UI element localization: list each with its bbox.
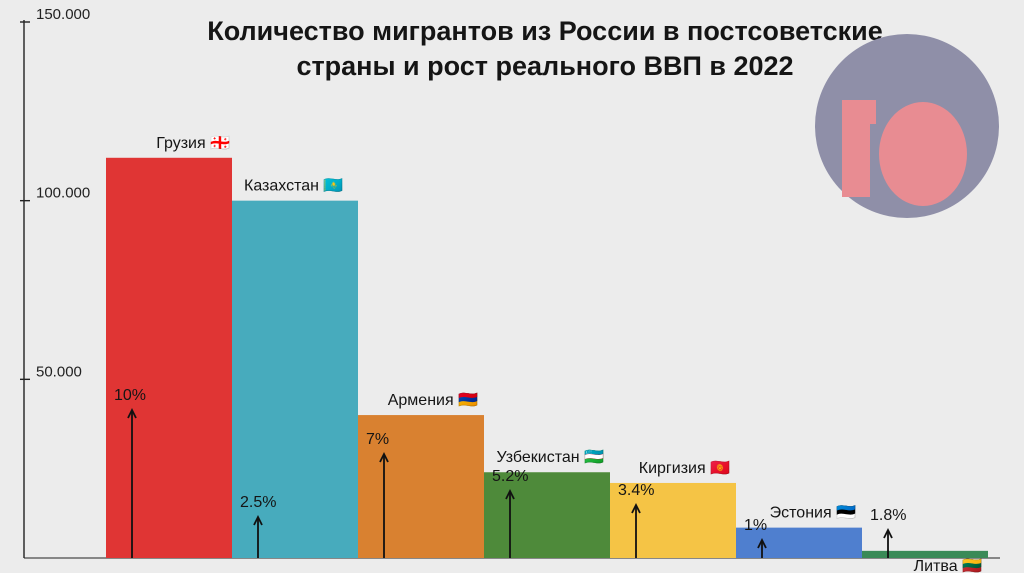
gdp-arrow-head [505, 488, 515, 500]
logo-digit-one-top [842, 100, 876, 124]
chart-title-line-1: Количество мигрантов из России в постсов… [207, 16, 883, 46]
logo-digit-one [842, 100, 870, 197]
bar-labels: Грузия 🇬🇪 10% Казахстан 🇰🇿 2.5% Армения 🇦🇲 7%… [114, 134, 982, 573]
chart-title: Количество мигрантов из России в постсов… [120, 14, 970, 84]
gdp-growth-label: 5.2% [492, 468, 528, 485]
bar-3 [358, 415, 484, 558]
bar-country-label: Киргизия 🇰🇬 [639, 459, 730, 477]
bar-country-label: Литва 🇱🇹 [914, 557, 982, 573]
y-axis: 50.000 100.000 150.000 [20, 6, 1000, 559]
bar-1 [106, 157, 232, 558]
bar-4 [484, 472, 610, 558]
bar-5 [610, 482, 736, 558]
bar-6 [736, 527, 862, 558]
gdp-growth-label: 10% [114, 387, 146, 404]
gdp-growth-label: 2.5% [240, 494, 276, 511]
gdp-growth-label: 3.4% [618, 482, 654, 499]
logo: 10 [815, 34, 999, 218]
chart-title-line-2: страны и рост реального ВВП в 2022 [296, 51, 794, 81]
y-tick-label: 150.000 [36, 6, 90, 23]
y-tick-label: 100.000 [36, 185, 90, 202]
gdp-growth-label: 1.8% [870, 507, 906, 524]
gdp-arrow-head [127, 407, 137, 419]
bar-country-label: Грузия 🇬🇪 [156, 134, 230, 152]
bar-country-label: Казахстан 🇰🇿 [244, 177, 343, 195]
gdp-arrow-head [631, 502, 641, 514]
gdp-growth-label: 7% [366, 431, 389, 448]
bars [106, 157, 988, 558]
bar-country-label: Армения 🇦🇲 [388, 391, 478, 409]
bar-7 [862, 550, 988, 558]
bar-country-label: Узбекистан 🇺🇿 [497, 448, 605, 466]
y-tick-label: 50.000 [36, 363, 82, 380]
bar-country-label: Эстония 🇪🇪 [770, 504, 856, 522]
gdp-growth-label: 1% [744, 517, 767, 534]
gdp-arrow-head [379, 451, 389, 463]
logo-digit-zero [879, 102, 967, 206]
gdp-arrow-head [253, 514, 263, 526]
gdp-arrow-head [757, 537, 767, 549]
bar-2 [232, 200, 358, 558]
gdp-arrow-head [883, 527, 893, 539]
